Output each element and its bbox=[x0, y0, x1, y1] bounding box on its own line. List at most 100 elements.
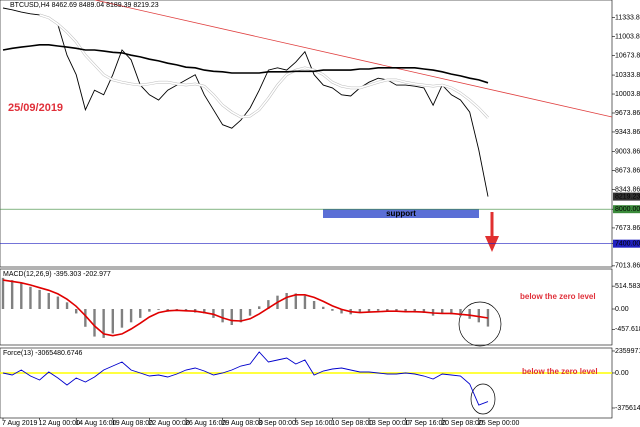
histogram-bar bbox=[413, 309, 416, 313]
histogram-bar bbox=[120, 309, 124, 328]
histogram-bar bbox=[322, 306, 325, 309]
histogram-bar bbox=[239, 309, 243, 323]
level-box bbox=[613, 205, 640, 214]
histogram-bar bbox=[65, 302, 69, 309]
y-tick-label: 0.00 bbox=[615, 370, 629, 377]
histogram-bar bbox=[386, 309, 389, 312]
histogram-bar bbox=[294, 293, 297, 309]
histogram-bar bbox=[75, 309, 78, 314]
series-line bbox=[39, 14, 489, 119]
y-tick-label: 9673.86 bbox=[615, 110, 640, 117]
histogram-bar bbox=[203, 309, 206, 314]
histogram-bar bbox=[230, 309, 233, 325]
histogram-bar bbox=[312, 301, 316, 309]
histogram-bar bbox=[340, 309, 343, 314]
histogram-bar bbox=[441, 309, 444, 314]
panel-title: BTCUSD,H4 8462.69 8489.04 8189.39 8219.2… bbox=[10, 2, 159, 9]
x-tick-label: 20 Sep 08:00 bbox=[441, 420, 483, 427]
y-tick-label: 7013.86 bbox=[615, 263, 640, 270]
histogram-bar bbox=[376, 309, 380, 311]
x-tick-label: 3 Sep 00:00 bbox=[258, 420, 296, 427]
series-line bbox=[2, 44, 489, 84]
x-tick-label: 5 Sep 16:00 bbox=[295, 420, 333, 427]
price-panel bbox=[0, 0, 613, 268]
y-tick-label: 7673.86 bbox=[615, 225, 640, 232]
x-tick-label: 26 Aug 16:00 bbox=[185, 420, 226, 427]
histogram-bar bbox=[10, 280, 14, 309]
support-box bbox=[323, 209, 479, 218]
circle-marker bbox=[458, 301, 502, 347]
level-box bbox=[613, 239, 640, 248]
x-tick-label: 7 Aug 2019 bbox=[2, 420, 38, 427]
y-tick-label: 8000.00 bbox=[615, 206, 640, 213]
histogram-bar bbox=[93, 309, 96, 337]
histogram-bar bbox=[1, 277, 5, 309]
histogram-bar bbox=[84, 309, 87, 327]
histogram-bar bbox=[248, 309, 252, 316]
histogram-bar bbox=[303, 295, 307, 309]
histogram-bar bbox=[47, 293, 50, 309]
histogram-bar bbox=[285, 293, 288, 309]
y-tick-label: 0.00 bbox=[615, 306, 629, 313]
histogram-bar bbox=[422, 309, 426, 313]
x-tick-label: 22 Aug 00:00 bbox=[148, 420, 189, 427]
circle-marker bbox=[470, 383, 496, 415]
histogram-bar bbox=[184, 309, 188, 311]
x-tick-label: 14 Aug 16:00 bbox=[75, 420, 116, 427]
series-line bbox=[2, 351, 489, 406]
trend-line bbox=[94, 0, 613, 118]
macd-annotation: below the zero level bbox=[520, 292, 596, 301]
x-tick-label: 25 Sep 00:00 bbox=[478, 420, 520, 427]
series-line bbox=[2, 279, 489, 337]
support-label: support bbox=[386, 209, 416, 218]
x-tick-label: 12 Aug 00:00 bbox=[39, 420, 80, 427]
histogram-bar bbox=[139, 309, 142, 318]
series-line bbox=[2, 7, 489, 197]
histogram-bar bbox=[38, 289, 41, 309]
histogram-bar bbox=[56, 296, 60, 309]
x-tick-label: 10 Sep 08:00 bbox=[331, 420, 373, 427]
histogram-bar bbox=[157, 309, 160, 310]
histogram-bar bbox=[367, 309, 371, 312]
histogram-bar bbox=[212, 309, 215, 318]
histogram-bar bbox=[450, 309, 453, 315]
panel-title: MACD(12,26,9) -395.303 -202.977 bbox=[3, 271, 111, 278]
last-price-label: 8219.23 bbox=[615, 193, 640, 200]
y-tick-label: 8673.86 bbox=[615, 167, 640, 174]
force-panel bbox=[0, 347, 613, 419]
histogram-bar bbox=[331, 309, 334, 311]
y-tick-label: 514.583 bbox=[615, 283, 640, 290]
y-tick-label: -3756146. bbox=[615, 405, 640, 412]
y-tick-label: 10003.86 bbox=[615, 91, 640, 98]
histogram-bar bbox=[468, 309, 471, 319]
histogram-bar bbox=[404, 309, 407, 313]
y-tick-label: 10333.86 bbox=[615, 72, 640, 79]
y-tick-label: 7400.00 bbox=[615, 241, 640, 248]
histogram-bar bbox=[129, 309, 133, 323]
histogram-bar bbox=[358, 309, 362, 313]
force-annotation: below the zero level bbox=[522, 367, 598, 376]
y-tick-label: 8343.86 bbox=[615, 186, 640, 193]
histogram-bar bbox=[111, 309, 114, 334]
y-tick-label: -457.618 bbox=[615, 326, 640, 333]
y-tick-label: 2359971.5 bbox=[615, 348, 640, 355]
histogram-bar bbox=[29, 286, 32, 309]
histogram-bar bbox=[477, 309, 480, 323]
last-price-box bbox=[613, 192, 640, 201]
panel-title: Force(13) -3065480.6746 bbox=[3, 350, 82, 357]
histogram-bar bbox=[258, 306, 261, 309]
x-tick-label: 29 Aug 08:00 bbox=[222, 420, 263, 427]
y-tick-label: 11003.86 bbox=[615, 33, 640, 40]
histogram-bar bbox=[20, 283, 23, 309]
date-annotation: 25/09/2019 bbox=[8, 102, 64, 114]
y-tick-label: 10673.86 bbox=[615, 52, 640, 59]
histogram-bar bbox=[148, 309, 151, 312]
histogram-bar bbox=[267, 300, 270, 309]
histogram-bar bbox=[459, 309, 462, 317]
histogram-bar bbox=[221, 309, 224, 323]
histogram-bar bbox=[395, 309, 398, 312]
x-tick-label: 19 Aug 08:00 bbox=[112, 420, 153, 427]
